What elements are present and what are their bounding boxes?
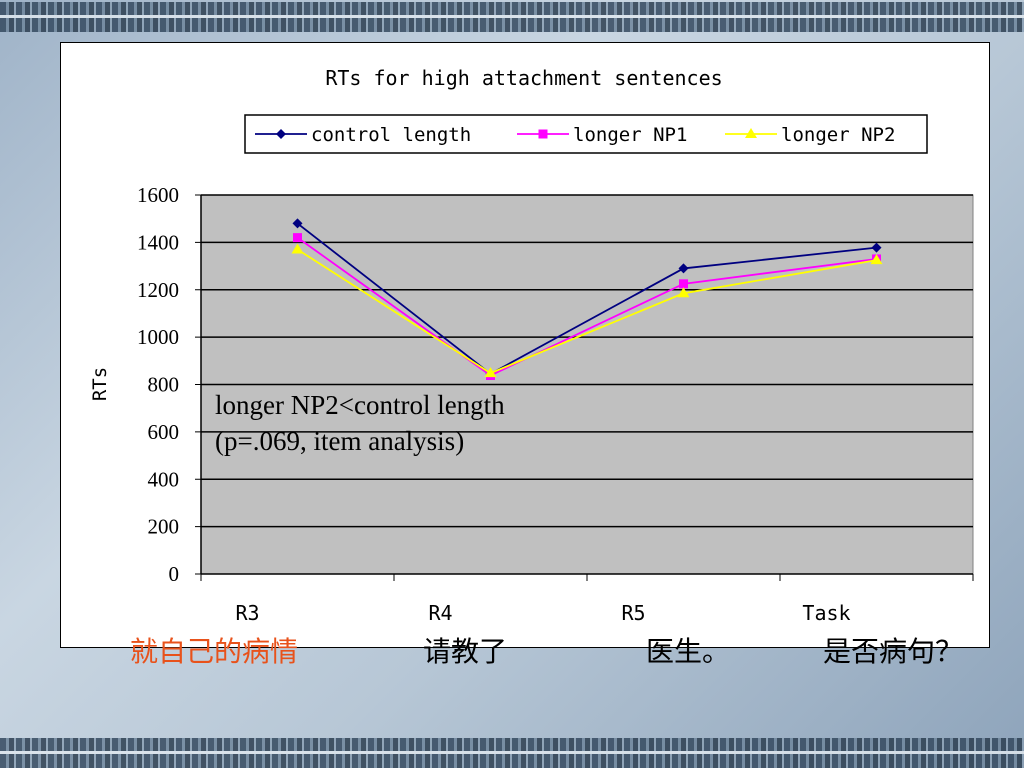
caption-task: 是否病句？ <box>823 635 964 668</box>
legend-swatch-marker <box>538 129 548 139</box>
legend-swatch-marker <box>276 129 286 139</box>
series-point <box>678 263 689 274</box>
series-point <box>677 287 690 298</box>
series-point <box>292 218 303 229</box>
y-tick-label: 400 <box>148 467 180 491</box>
significance-annotation: longer NP2<control length (p=.069, item … <box>215 387 505 459</box>
annotation-line-1: longer NP2<control length <box>215 390 505 420</box>
chart-title: RTs for high attachment sentences <box>325 66 722 90</box>
y-tick-label: 0 <box>169 562 180 586</box>
y-tick-label: 200 <box>148 515 180 539</box>
y-tick-label: 1000 <box>137 325 179 349</box>
chart-frame: RTs for high attachment sentences contro… <box>60 42 990 648</box>
y-tick-label: 800 <box>148 373 180 397</box>
legend: control length longer NP1 longer NP2 <box>244 114 928 154</box>
annotation-line-2: (p=.069, item analysis) <box>215 426 465 456</box>
series-point <box>291 243 304 254</box>
x-tick-label: Task <box>802 601 850 625</box>
series-layer <box>291 218 883 380</box>
y-axis-ticks: 0 200 400 600 800 1000 1200 1400 1600 <box>137 183 201 586</box>
gridlines <box>201 194 973 528</box>
y-axis-label: RTs <box>89 367 111 401</box>
legend-label: control length <box>311 124 471 146</box>
series-line <box>297 248 877 375</box>
series-point <box>871 242 882 253</box>
legend-swatch-marker <box>745 128 757 138</box>
caption-region-1: 就自己的病情 <box>130 635 299 668</box>
line-chart: RTs for high attachment sentences contro… <box>89 66 974 625</box>
series-point <box>679 279 688 289</box>
legend-label: longer NP2 <box>781 124 895 146</box>
x-tick-label: R3 <box>235 601 259 625</box>
x-tick-label: R5 <box>621 601 645 625</box>
x-axis-ticks: R3 R4 R5 Task <box>200 574 974 625</box>
y-tick-label: 1600 <box>137 183 179 207</box>
legend-label: longer NP1 <box>573 124 687 146</box>
series-point <box>293 233 302 243</box>
y-tick-label: 600 <box>148 420 180 444</box>
y-tick-label: 1400 <box>137 230 179 254</box>
series-point <box>484 367 497 378</box>
x-tick-label: R4 <box>428 601 452 625</box>
y-tick-label: 1200 <box>137 278 179 302</box>
series-longer-np2 <box>291 243 883 378</box>
caption-region-2: 请教了 <box>423 635 508 668</box>
series-line <box>296 222 877 375</box>
series-line <box>296 236 877 377</box>
decorative-bottom-band <box>0 738 1024 768</box>
caption-region-3: 医生。 <box>646 635 731 668</box>
decorative-top-band <box>0 2 1024 32</box>
legend-box <box>244 114 928 154</box>
series-point <box>870 254 883 265</box>
